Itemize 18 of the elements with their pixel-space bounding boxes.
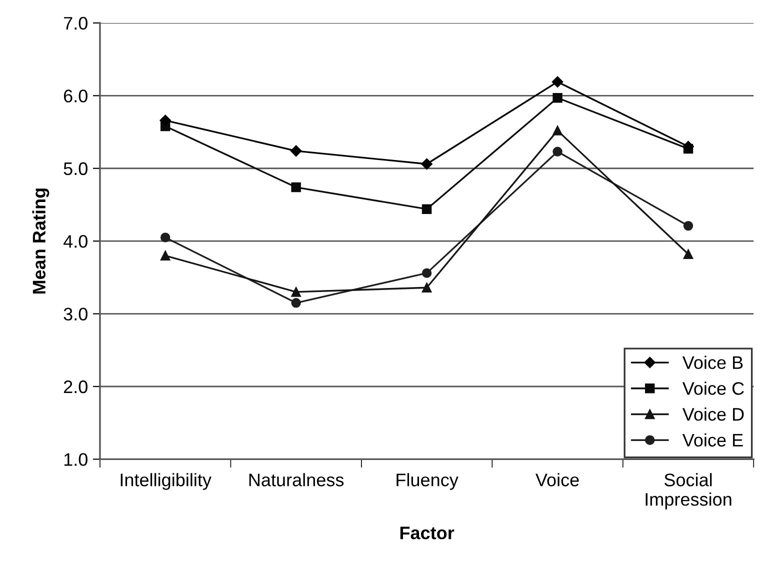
y-tick-label: 6.0 (64, 90, 88, 102)
x-tick-label: Social Impression (646, 473, 732, 510)
y-tick-label: 7.0 (64, 16, 88, 30)
legend-label: Voice B (682, 356, 743, 370)
legend-label: Voice C (682, 382, 744, 395)
y-tick-label: 4.0 (63, 235, 88, 248)
x-tick-label: Fluency (396, 473, 458, 490)
x-tick-label: Naturalness (249, 473, 344, 486)
legend-label: Voice E (682, 433, 743, 447)
y-axis-title: Mean Rating (32, 188, 50, 294)
x-tick-label: Voice (536, 473, 579, 486)
legend-label: Voice D (682, 407, 744, 421)
y-tick-label: 2.0 (64, 380, 88, 394)
x-tick-label: Intelligibility (120, 473, 212, 490)
y-tick-label: 5.0 (64, 162, 88, 176)
y-tick-label: 3.0 (64, 308, 88, 321)
y-tick-label: 1.0 (64, 453, 88, 466)
x-axis-title: Factor (400, 526, 454, 540)
